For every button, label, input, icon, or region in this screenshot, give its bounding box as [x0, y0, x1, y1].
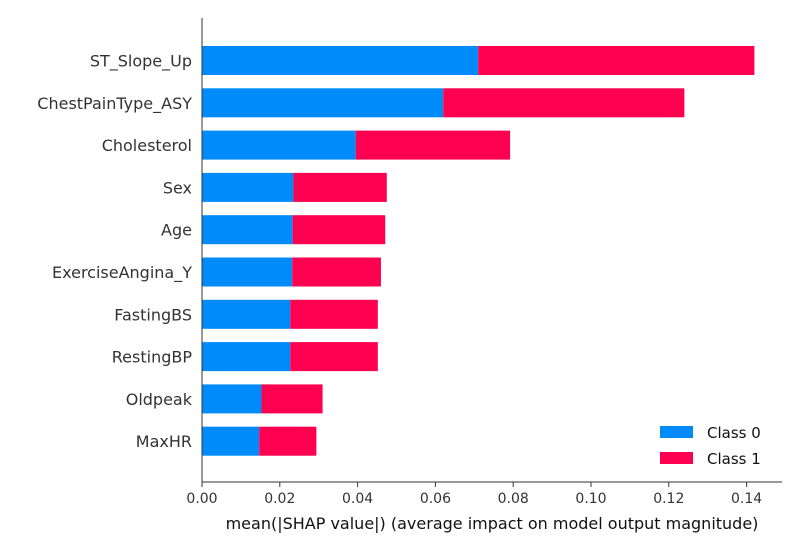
x-tick-label: 0.00	[186, 491, 217, 507]
legend: Class 0 Class 1	[660, 424, 761, 468]
category-label: Oldpeak	[126, 390, 193, 409]
category-label: RestingBP	[112, 348, 193, 367]
bar-Sex-class0	[202, 172, 294, 202]
legend-swatch-class1	[660, 452, 693, 464]
x-tick-label: 0.12	[653, 491, 684, 507]
category-label: FastingBS	[114, 305, 192, 324]
x-tick-label: 0.06	[420, 491, 451, 507]
category-label: MaxHR	[136, 432, 192, 451]
bar-Cholesterol-class1	[355, 130, 511, 160]
legend-label: Class 0	[707, 424, 761, 442]
x-axis-title: mean(|SHAP value|) (average impact on mo…	[226, 514, 759, 533]
x-ticks: 0.00 0.02 0.04 0.06 0.08 0.10 0.12 0.14	[186, 482, 762, 507]
category-label: ST_Slope_Up	[90, 52, 192, 72]
x-tick-label: 0.14	[731, 491, 762, 507]
bar-Sex-class1	[293, 172, 387, 202]
x-tick-label: 0.08	[498, 491, 529, 507]
legend-swatch-class0	[660, 426, 693, 438]
bar-ExerciseAngina_Y-class1	[292, 257, 381, 287]
category-label: Sex	[163, 178, 192, 197]
bar-ST_Slope_Up-class0	[202, 46, 479, 75]
bar-FastingBS-class1	[290, 299, 378, 329]
bar-ExerciseAngina_Y-class0	[202, 257, 293, 287]
bar-ST_Slope_Up-class1	[478, 46, 755, 75]
bars-group	[202, 46, 755, 456]
category-label: Age	[161, 221, 192, 240]
bar-RestingBP-class0	[202, 342, 291, 372]
bar-FastingBS-class0	[202, 299, 291, 329]
x-tick-label: 0.04	[342, 491, 373, 507]
bar-RestingBP-class1	[290, 342, 378, 372]
bar-Cholesterol-class0	[202, 130, 356, 160]
category-labels: ST_Slope_Up ChestPainType_ASY Cholesterol S…	[37, 52, 192, 452]
category-label: ExerciseAngina_Y	[52, 263, 192, 283]
x-tick-label: 0.02	[264, 491, 295, 507]
bar-ChestPainType_ASY-class1	[443, 88, 685, 118]
bar-ChestPainType_ASY-class0	[202, 88, 444, 118]
category-label: Cholesterol	[102, 136, 192, 155]
bar-Age-class1	[292, 215, 386, 245]
bar-MaxHR-class1	[259, 426, 317, 456]
bar-Age-class0	[202, 215, 293, 245]
bar-MaxHR-class0	[202, 426, 260, 456]
x-tick-label: 0.10	[575, 491, 606, 507]
legend-label: Class 1	[707, 450, 761, 468]
category-label: ChestPainType_ASY	[37, 94, 192, 114]
bar-Oldpeak-class1	[261, 384, 323, 414]
bar-Oldpeak-class0	[202, 384, 262, 414]
